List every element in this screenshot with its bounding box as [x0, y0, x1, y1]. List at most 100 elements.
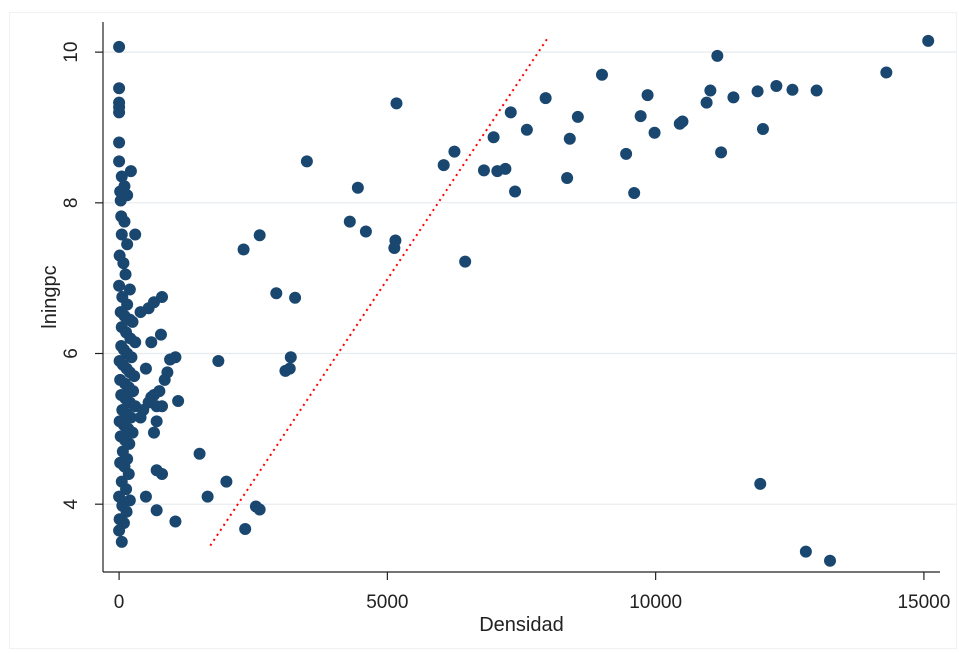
- data-point: [571, 110, 584, 123]
- data-point: [169, 351, 182, 364]
- data-point: [139, 490, 152, 503]
- data-point: [648, 126, 661, 139]
- data-point: [113, 136, 126, 149]
- data-point: [343, 215, 356, 228]
- data-point: [139, 362, 152, 375]
- data-point: [390, 97, 403, 110]
- data-point: [799, 545, 812, 558]
- data-point: [628, 187, 641, 200]
- data-point: [283, 362, 296, 375]
- data-point: [201, 490, 214, 503]
- data-point: [880, 66, 893, 79]
- data-point: [125, 351, 138, 364]
- data-point: [150, 504, 163, 517]
- data-point: [122, 468, 135, 481]
- axis-tick-labels: 4 6 8 10 0 5000 10000 15000: [61, 42, 950, 613]
- data-point: [113, 524, 126, 537]
- data-point: [114, 194, 127, 207]
- data-point: [770, 80, 783, 93]
- data-point: [389, 234, 402, 247]
- data-point: [922, 34, 935, 47]
- data-point: [113, 279, 126, 292]
- data-point: [477, 164, 490, 177]
- chart-border: [9, 12, 957, 649]
- data-point: [359, 225, 372, 238]
- data-point: [117, 257, 130, 270]
- data-point: [113, 82, 126, 95]
- y-tick-label: 4: [61, 498, 82, 509]
- data-point: [253, 229, 266, 242]
- data-point: [115, 170, 128, 183]
- data-point: [113, 490, 126, 503]
- data-point: [212, 355, 225, 368]
- x-tick-label: 15000: [897, 592, 950, 613]
- data-point: [711, 49, 724, 62]
- data-point: [270, 287, 283, 300]
- data-point: [113, 155, 126, 168]
- data-point: [193, 447, 206, 460]
- y-tick-label: 10: [61, 42, 82, 63]
- data-point: [123, 283, 136, 296]
- data-point: [129, 336, 142, 349]
- data-point: [119, 268, 132, 281]
- data-point: [134, 411, 147, 424]
- data-point: [595, 68, 608, 81]
- data-point: [121, 238, 134, 251]
- data-point: [169, 515, 182, 528]
- x-axis-title: Densidad: [479, 614, 564, 636]
- data-point: [126, 315, 139, 328]
- data-point: [351, 181, 364, 194]
- data-point: [129, 228, 142, 241]
- data-point: [172, 394, 185, 407]
- data-point: [704, 84, 717, 97]
- data-point: [237, 243, 250, 256]
- data-point: [124, 411, 137, 424]
- y-tick-label: 6: [61, 348, 82, 359]
- data-point: [437, 159, 450, 172]
- data-point: [127, 385, 140, 398]
- data-point: [150, 415, 163, 428]
- data-point: [810, 84, 823, 97]
- data-point: [700, 96, 713, 109]
- data-point: [115, 228, 128, 241]
- data-point: [120, 505, 133, 518]
- x-tick-label: 5000: [366, 592, 408, 613]
- data-point: [253, 503, 266, 516]
- data-point: [300, 155, 313, 168]
- data-point: [156, 468, 169, 481]
- data-point: [145, 391, 158, 404]
- data-point: [561, 171, 574, 184]
- data-points: [113, 34, 935, 567]
- data-point: [145, 336, 158, 349]
- data-point: [676, 115, 689, 128]
- data-point: [113, 40, 126, 53]
- x-tick-label: 10000: [629, 592, 682, 613]
- grid-lines: [103, 51, 956, 505]
- y-tick-label: 8: [61, 198, 82, 209]
- data-point: [509, 185, 522, 198]
- data-point: [539, 92, 552, 105]
- data-point: [634, 110, 647, 123]
- data-point: [620, 147, 633, 160]
- x-tick-label: 0: [114, 592, 125, 613]
- data-point: [118, 215, 131, 228]
- data-point: [239, 523, 252, 536]
- data-point: [147, 426, 160, 439]
- data-point: [158, 373, 171, 386]
- data-point: [448, 145, 461, 158]
- data-point: [751, 85, 764, 98]
- data-point: [156, 400, 169, 413]
- data-point: [715, 146, 728, 159]
- data-point: [128, 370, 141, 383]
- data-point: [563, 132, 576, 145]
- data-point: [499, 162, 512, 175]
- data-point: [115, 535, 128, 548]
- data-point: [284, 351, 297, 364]
- data-point: [504, 106, 517, 119]
- data-point: [824, 554, 837, 567]
- data-point: [756, 122, 769, 135]
- data-point: [156, 291, 169, 303]
- data-point: [220, 475, 233, 488]
